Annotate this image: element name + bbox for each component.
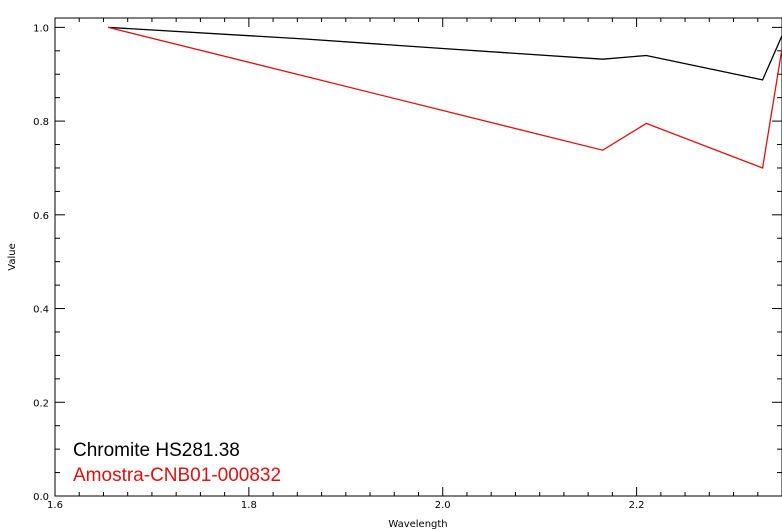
- legend: Chromite HS281.38 Amostra-CNB01-000832: [73, 440, 281, 486]
- series-line-0: [108, 26, 782, 81]
- y-axis-label: Value: [7, 243, 18, 270]
- y-axis-ticks: 0.0 0.2 0.4 0.6 0.8 1.0: [33, 23, 782, 503]
- y-tick-label: 0.8: [33, 117, 49, 128]
- legend-entry-amostra: Amostra-CNB01-000832: [73, 465, 281, 486]
- y-tick-label: 1.0: [33, 23, 49, 34]
- y-tick-label: 0.6: [33, 211, 49, 222]
- x-axis-label: Wavelength: [388, 519, 447, 529]
- series-line-1: [108, 26, 782, 169]
- y-tick-label: 0.2: [33, 398, 49, 409]
- x-axis-ticks: 1.6 1.8 2.0 2.2: [47, 18, 782, 511]
- legend-entry-chromite: Chromite HS281.38: [73, 440, 240, 461]
- series-layer: [108, 26, 782, 169]
- y-tick-label: 0.4: [33, 305, 49, 316]
- x-tick-label: 2.2: [629, 500, 645, 511]
- x-tick-label: 1.6: [47, 500, 63, 511]
- y-tick-label: 0.0: [33, 492, 49, 503]
- x-tick-label: 1.8: [241, 500, 257, 511]
- plot-frame: [54, 17, 782, 497]
- x-tick-label: 2.0: [435, 500, 451, 511]
